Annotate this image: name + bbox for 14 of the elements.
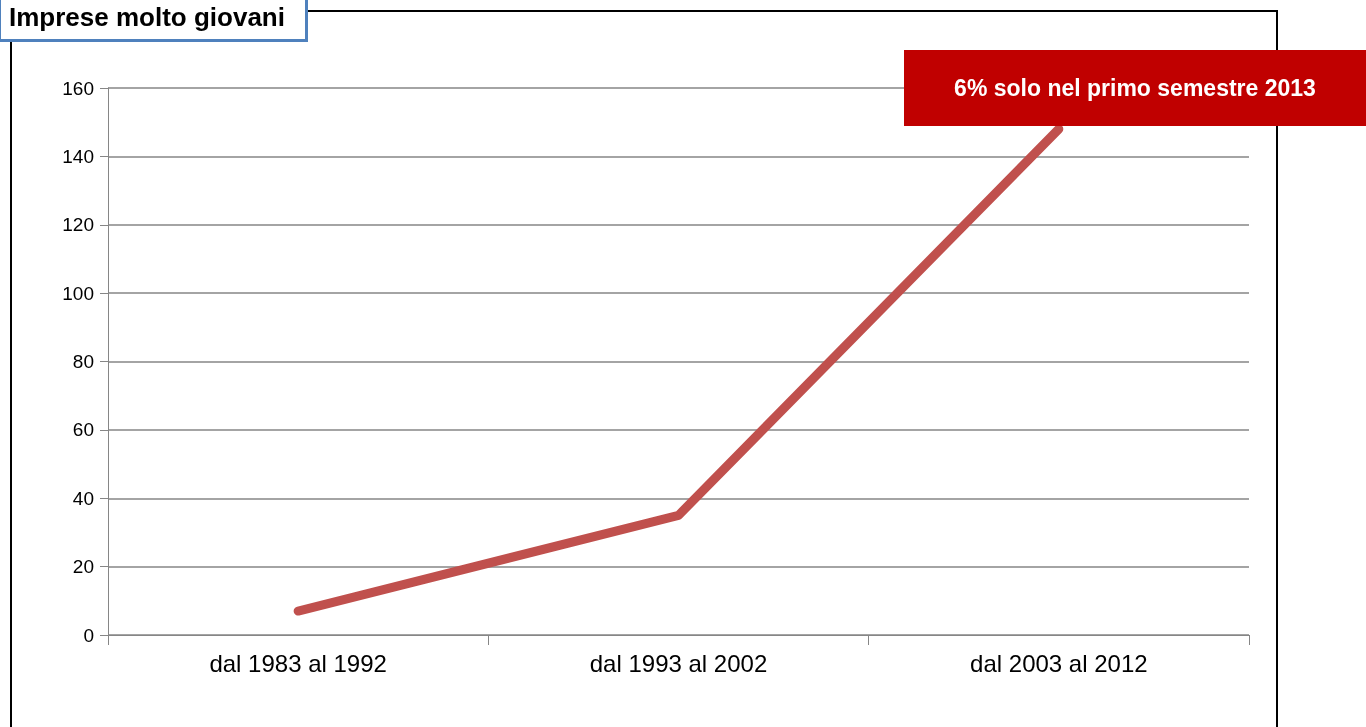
x-tick-label: dal 1983 al 1992 (209, 649, 387, 677)
y-tick-label: 20 (72, 556, 94, 578)
callout-box: 6% solo nel primo semestre 2013 (904, 50, 1366, 126)
y-tick-label: 140 (62, 145, 94, 167)
y-tick-label: 160 (62, 77, 94, 99)
y-tick-label: 100 (62, 282, 94, 304)
y-tick-label: 0 (83, 624, 94, 646)
chart-title: Imprese molto giovani (0, 0, 308, 42)
y-tick-label: 60 (72, 419, 94, 441)
y-tick-label: 80 (72, 351, 94, 372)
x-tick-label: dal 2003 al 2012 (970, 649, 1148, 677)
y-tick-label: 120 (62, 214, 94, 236)
y-tick-label: 40 (72, 487, 94, 509)
x-tick-label: dal 1993 al 2002 (589, 649, 768, 677)
